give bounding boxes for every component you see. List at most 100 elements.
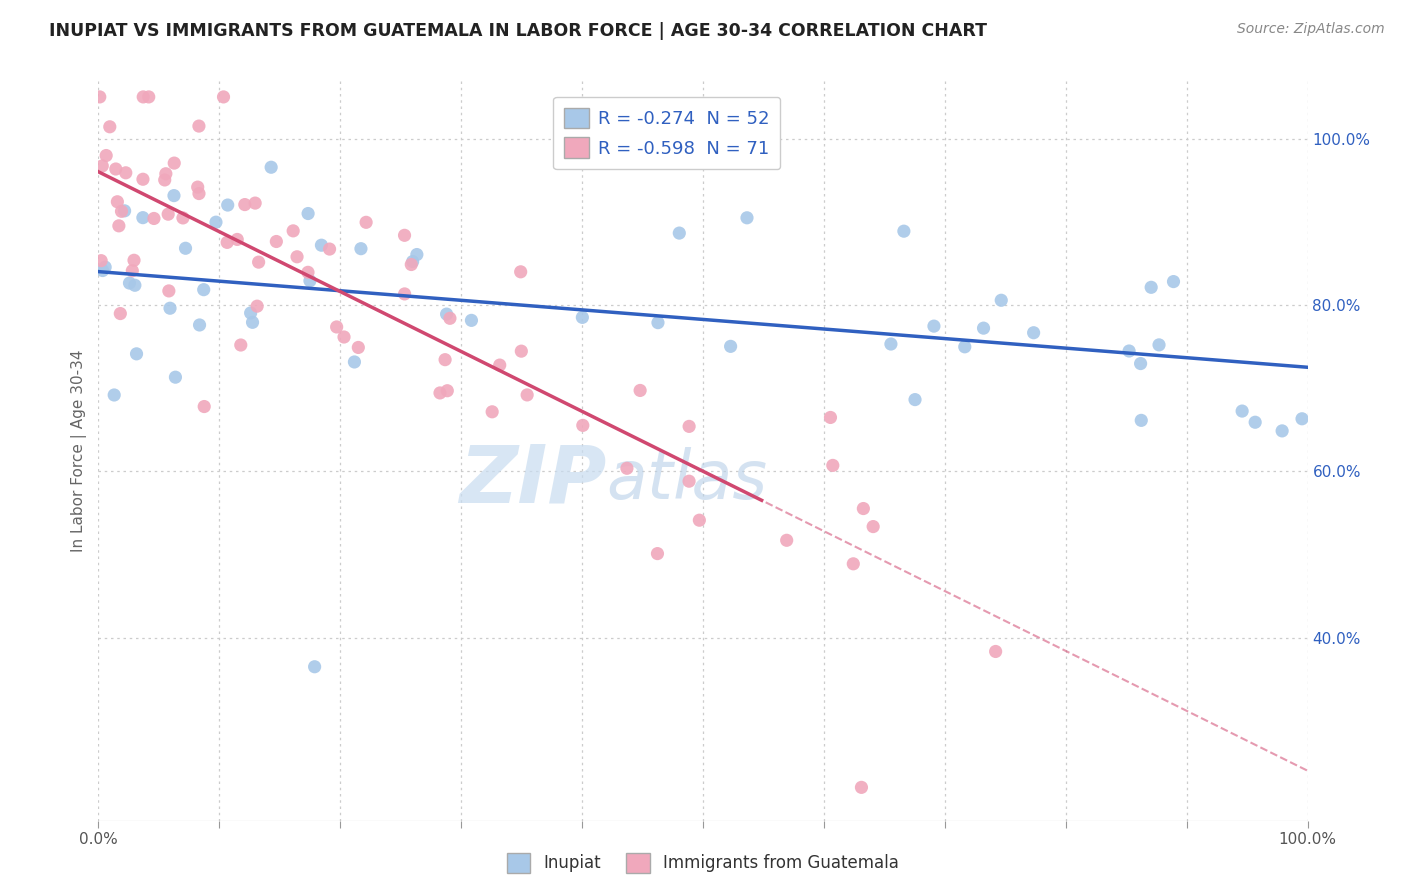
Point [333,330,356,344]
Point [283,224,305,238]
Text: atlas: atlas [606,447,768,513]
Point [394,228,416,243]
Point [193,283,215,297]
Point [1271,424,1294,438]
Point [460,313,482,327]
Point [904,392,927,407]
Point [233,197,256,211]
Point [157,284,180,298]
Point [436,384,458,398]
Point [851,780,873,795]
Point [297,265,319,279]
Point [108,219,131,233]
Point [172,211,194,225]
Point [239,306,262,320]
Point [880,337,903,351]
Point [1230,404,1253,418]
Point [157,207,180,221]
Point [297,206,319,220]
Point [124,278,146,293]
Point [509,265,531,279]
Point [325,320,347,334]
Point [159,301,181,316]
Point [193,400,215,414]
Point [96,148,118,162]
Point [110,204,132,219]
Point [401,254,423,268]
Point [436,307,458,321]
Point [405,247,427,261]
Point [354,215,377,229]
Legend: R = -0.274  N = 52, R = -0.598  N = 71: R = -0.274 N = 52, R = -0.598 N = 71 [553,96,780,169]
Point [132,90,155,104]
Point [188,186,211,201]
Point [205,215,228,229]
Point [103,388,125,402]
Point [862,519,884,533]
Point [118,276,141,290]
Point [1244,415,1267,429]
Point [318,242,340,256]
Point [1130,413,1153,427]
Point [105,194,128,209]
Point [266,235,288,249]
Point [122,253,145,268]
Point [429,386,451,401]
Point [187,180,209,194]
Point [481,405,503,419]
Point [298,274,321,288]
Point [439,311,461,326]
Point [350,242,373,256]
Point [572,418,595,433]
Point [104,161,127,176]
Point [142,211,165,226]
Point [347,341,370,355]
Point [125,347,148,361]
Point [153,173,176,187]
Point [394,287,416,301]
Point [647,316,669,330]
Point [821,458,844,473]
Point [163,156,186,170]
Point [311,238,333,252]
Point [90,253,112,268]
Point [242,315,264,329]
Point [174,241,197,255]
Point [89,90,111,104]
Point [922,319,945,334]
Y-axis label: In Labor Force | Age 30-34: In Labor Force | Age 30-34 [72,349,87,552]
Point [343,355,366,369]
Point [94,260,117,274]
Text: Source: ZipAtlas.com: Source: ZipAtlas.com [1237,22,1385,37]
Point [1163,275,1185,289]
Point [132,172,155,186]
Point [735,211,758,225]
Point [434,352,457,367]
Point [114,203,136,218]
Point [217,235,239,250]
Point [217,198,239,212]
Point [628,384,651,398]
Point [668,226,690,240]
Point [776,533,799,548]
Point [1147,338,1170,352]
Point [247,255,270,269]
Text: ZIP: ZIP [458,441,606,519]
Point [678,474,700,488]
Point [984,644,1007,658]
Point [163,188,186,202]
Point [1140,280,1163,294]
Point [1291,411,1313,425]
Point [285,250,308,264]
Point [953,340,976,354]
Point [571,310,593,325]
Point [165,370,187,384]
Point [91,263,114,277]
Point [720,339,742,353]
Point [820,410,842,425]
Point [893,224,915,238]
Point [647,547,669,561]
Point [990,293,1012,308]
Point [91,159,114,173]
Point [1118,344,1140,359]
